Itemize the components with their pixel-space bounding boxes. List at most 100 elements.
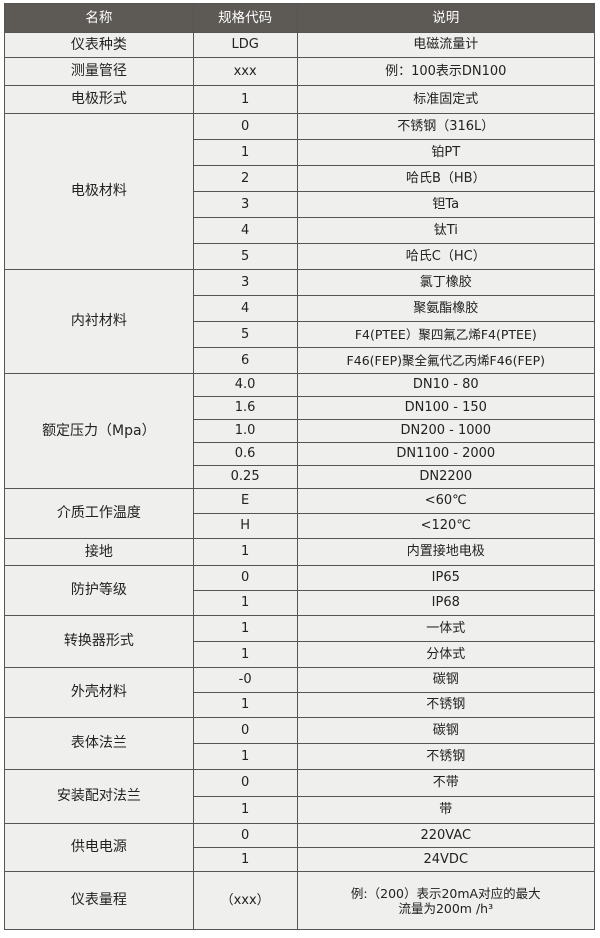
spec-name-cell: 电极形式	[4, 85, 194, 114]
table-row: 电极形式 1 标准固定式	[4, 85, 596, 114]
table-row: 测量管径 xxx 例：100表示DN100	[4, 57, 596, 86]
spec-code-cell: 1	[192, 85, 298, 114]
spec-code-cell: 0	[192, 717, 298, 744]
spec-description-cell: 不锈钢	[296, 692, 596, 718]
spec-description-cell: 碳钢	[296, 667, 596, 693]
spec-code-cell: 1	[192, 796, 298, 824]
spec-description-cell: IP65	[296, 565, 596, 591]
spec-description-cell: 一体式	[296, 615, 596, 642]
spec-description-cell: 220VAC	[296, 823, 596, 848]
table-row: 5 F4(PTEE）聚四氟乙烯F4(PTEE)	[5, 321, 596, 348]
table-row: 4 钛Ti	[5, 217, 596, 244]
header-row: 名称 规格代码 说明	[4, 3, 596, 33]
table-row: 接地 1 内置接地电极	[4, 538, 596, 566]
spec-name-cell: 防护等级	[4, 565, 194, 616]
spec-description-cell: 哈氏B（HB）	[296, 165, 596, 192]
spec-name-cell: 电极材料	[4, 113, 194, 270]
spec-description-cell: 24VDC	[296, 847, 596, 872]
spec-description-cell: 钽Ta	[296, 191, 596, 218]
header-code: 规格代码	[192, 3, 298, 33]
spec-name-cell: 安装配对法兰	[4, 769, 194, 824]
spec-description-cell: 电磁流量计	[296, 32, 596, 58]
spec-table-body: 仪表种类 LDG 电磁流量计 测量管径 xxx 例：100表示DN100 电极形式 1 标准固定…	[4, 32, 596, 930]
table-row: 安装配对法兰 0 不带	[4, 769, 596, 824]
table-row: 外壳材料 -0 碳钢	[4, 667, 596, 718]
spec-code-cell: 1.0	[192, 419, 298, 443]
spec-name-cell: 外壳材料	[4, 667, 194, 718]
spec-description-cell: 标准固定式	[296, 85, 596, 114]
table-row: 电极材料 0 不锈钢（316L）	[4, 113, 596, 270]
spec-code-cell: 1	[192, 615, 298, 642]
spec-code-cell: 0	[192, 823, 298, 848]
spec-name-cell: 转换器形式	[4, 615, 194, 668]
spec-code-cell: 0	[192, 769, 298, 797]
spec-description-cell: 例：100表示DN100	[296, 57, 596, 86]
table-row: 5 哈氏C（HC）	[5, 243, 596, 270]
table-row: 0.25 DN2200	[5, 465, 596, 489]
spec-description-cell: F46(FEP)聚全氟代乙丙烯F46(FEP)	[296, 347, 596, 374]
spec-code-cell: 1	[192, 538, 298, 566]
spec-code-cell: xxx	[192, 57, 298, 86]
spec-name-cell: 表体法兰	[4, 717, 194, 770]
spec-name-cell: 接地	[4, 538, 194, 566]
spec-code-cell: 0	[192, 113, 298, 140]
spec-code-cell: （xxx）	[192, 871, 298, 930]
spec-code-cell: 4	[192, 217, 298, 244]
spec-code-cell: 1	[192, 692, 298, 718]
spec-description-cell: 内置接地电极	[296, 538, 596, 566]
spec-description-cell: DN10 - 80	[296, 373, 596, 397]
spec-name-cell: 仪表量程	[4, 871, 194, 930]
table-row: 1 24VDC	[5, 847, 596, 872]
spec-description-cell: 不锈钢（316L）	[296, 113, 596, 140]
table-row: 1 不锈钢	[5, 692, 596, 718]
table-row: 转换器形式 1 一体式	[4, 615, 596, 668]
table-row: 内衬材料 3 氯丁橡胶	[4, 269, 596, 374]
spec-code-cell: 4.0	[192, 373, 298, 397]
spec-name-cell: 介质工作温度	[4, 488, 194, 539]
spec-description-cell: 哈氏C（HC）	[296, 243, 596, 270]
table-row: 供电电源 0 220VAC	[4, 823, 596, 872]
spec-code-cell: 1	[192, 590, 298, 616]
spec-code-cell: -0	[192, 667, 298, 693]
spec-description-cell: 分体式	[296, 641, 596, 668]
spec-code-cell: 3	[192, 191, 298, 218]
spec-description-cell: 钛Ti	[296, 217, 596, 244]
spec-code-cell: LDG	[192, 32, 298, 58]
spec-code-cell: H	[192, 513, 298, 539]
spec-code-cell: 0.25	[192, 465, 298, 489]
spec-description-cell: 不带	[296, 769, 596, 797]
spec-code-cell: 0.6	[192, 442, 298, 466]
header-name: 名称	[4, 3, 194, 33]
spec-table: 名称 规格代码 说明 仪表种类 LDG 电磁流量计 测量管径 xxx 例：100表示DN1…	[4, 3, 596, 930]
spec-code-cell: 3	[192, 269, 298, 296]
spec-name-cell: 供电电源	[4, 823, 194, 872]
table-row: 仪表种类 LDG 电磁流量计	[4, 32, 596, 58]
spec-description-cell: 聚氨酯橡胶	[296, 295, 596, 322]
spec-code-cell: 1	[192, 641, 298, 668]
spec-code-cell: 1	[192, 743, 298, 770]
spec-name-cell: 测量管径	[4, 57, 194, 86]
spec-name-cell: 仪表种类	[4, 32, 194, 58]
table-row: 1 IP68	[5, 590, 596, 616]
spec-code-cell: 1	[192, 847, 298, 872]
spec-code-cell: 1.6	[192, 396, 298, 420]
table-row: 2 哈氏B（HB）	[5, 165, 596, 192]
spec-code-cell: 6	[192, 347, 298, 374]
spec-description-cell: 不锈钢	[296, 743, 596, 770]
spec-description-cell: 氯丁橡胶	[296, 269, 596, 296]
spec-description-cell: DN200 - 1000	[296, 419, 596, 443]
spec-code-cell: 5	[192, 321, 298, 348]
table-row: 表体法兰 0 碳钢	[4, 717, 596, 770]
spec-code-cell: 4	[192, 295, 298, 322]
spec-description-cell: 铂PT	[296, 139, 596, 166]
spec-code-cell: 2	[192, 165, 298, 192]
table-row: 介质工作温度 E <60℃	[4, 488, 596, 539]
table-row: 仪表量程 （xxx） 例:（200）表示20mA对应的最大 流量为200m /h³	[4, 871, 596, 930]
spec-description-cell: DN1100 - 2000	[296, 442, 596, 466]
header-description: 说明	[296, 3, 596, 33]
table-row: 6 F46(FEP)聚全氟代乙丙烯F46(FEP)	[5, 347, 596, 374]
spec-description-cell: IP68	[296, 590, 596, 616]
spec-name-cell: 额定压力（Mpa）	[4, 373, 194, 489]
table-row: 防护等级 0 IP65	[4, 565, 596, 616]
